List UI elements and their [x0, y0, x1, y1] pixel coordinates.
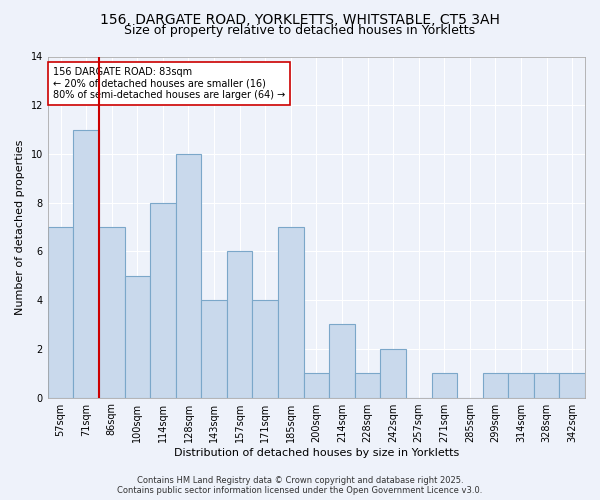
Bar: [508, 373, 534, 398]
Bar: [278, 227, 304, 398]
Bar: [482, 373, 508, 398]
Bar: [559, 373, 585, 398]
Bar: [176, 154, 201, 398]
Bar: [329, 324, 355, 398]
Bar: [150, 202, 176, 398]
Bar: [304, 373, 329, 398]
Bar: [253, 300, 278, 398]
Bar: [227, 252, 253, 398]
Bar: [201, 300, 227, 398]
Text: 156 DARGATE ROAD: 83sqm
← 20% of detached houses are smaller (16)
80% of semi-de: 156 DARGATE ROAD: 83sqm ← 20% of detache…: [53, 66, 286, 100]
Y-axis label: Number of detached properties: Number of detached properties: [15, 140, 25, 314]
Bar: [125, 276, 150, 398]
Text: 156, DARGATE ROAD, YORKLETTS, WHITSTABLE, CT5 3AH: 156, DARGATE ROAD, YORKLETTS, WHITSTABLE…: [100, 12, 500, 26]
Bar: [355, 373, 380, 398]
Bar: [99, 227, 125, 398]
Text: Contains HM Land Registry data © Crown copyright and database right 2025.
Contai: Contains HM Land Registry data © Crown c…: [118, 476, 482, 495]
Bar: [431, 373, 457, 398]
Bar: [534, 373, 559, 398]
Bar: [48, 227, 73, 398]
X-axis label: Distribution of detached houses by size in Yorkletts: Distribution of detached houses by size …: [174, 448, 459, 458]
Bar: [73, 130, 99, 398]
Bar: [380, 349, 406, 398]
Text: Size of property relative to detached houses in Yorkletts: Size of property relative to detached ho…: [124, 24, 476, 37]
